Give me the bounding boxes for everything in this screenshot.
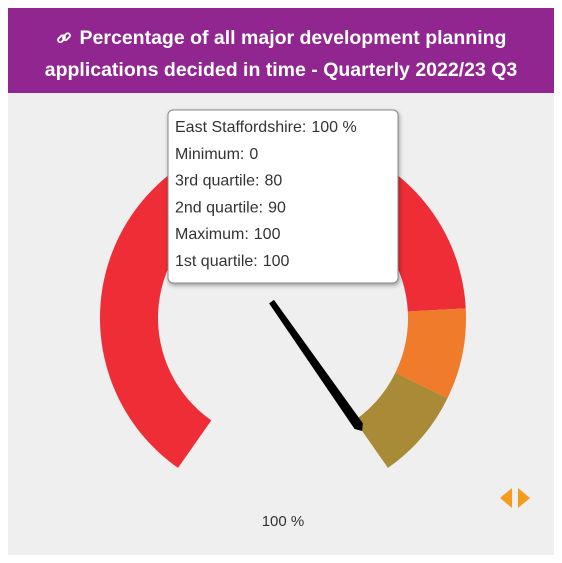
needle xyxy=(269,299,363,432)
tooltip-row: 3rd quartile: 80 xyxy=(175,173,282,190)
tooltip-value: 90 xyxy=(268,200,286,217)
tooltip-row: Maximum: 100 xyxy=(175,226,281,243)
value-label: 100 % xyxy=(262,513,305,530)
tooltip-value: 100 xyxy=(263,253,290,270)
tooltip-label: 1st quartile: xyxy=(175,253,258,270)
gauge-band xyxy=(395,308,466,399)
tooltip-value: 100 % xyxy=(311,119,356,136)
link-icon[interactable] xyxy=(56,30,72,46)
tooltip-row: Minimum: 0 xyxy=(175,146,258,163)
tooltip-label: 3rd quartile: xyxy=(175,173,260,190)
prev-arrow[interactable] xyxy=(500,488,512,508)
tooltip-row: 2nd quartile: 90 xyxy=(175,200,286,217)
gauge-band xyxy=(354,372,448,468)
tooltip-label: Minimum: xyxy=(175,146,244,163)
tooltip-row: East Staffordshire: 100 % xyxy=(175,119,357,136)
nav-arrows[interactable] xyxy=(500,488,530,508)
next-arrow[interactable] xyxy=(518,488,530,508)
tooltip-value: 0 xyxy=(249,146,258,163)
tooltip-value: 100 xyxy=(254,226,281,243)
tooltip-label: 2nd quartile: xyxy=(175,200,263,217)
tooltip-row: 1st quartile: 100 xyxy=(175,253,290,270)
tooltip-label: Maximum: xyxy=(175,226,249,243)
tooltip: East Staffordshire: 100 % Minimum: 0 3rd qua… xyxy=(167,109,399,284)
chart-title: Percentage of all major development plan… xyxy=(44,27,518,81)
tooltip-box xyxy=(167,109,399,284)
header: Percentage of all major development plan… xyxy=(8,8,554,93)
tooltip-label: East Staffordshire: xyxy=(175,119,306,136)
tooltip-value: 80 xyxy=(265,173,283,190)
